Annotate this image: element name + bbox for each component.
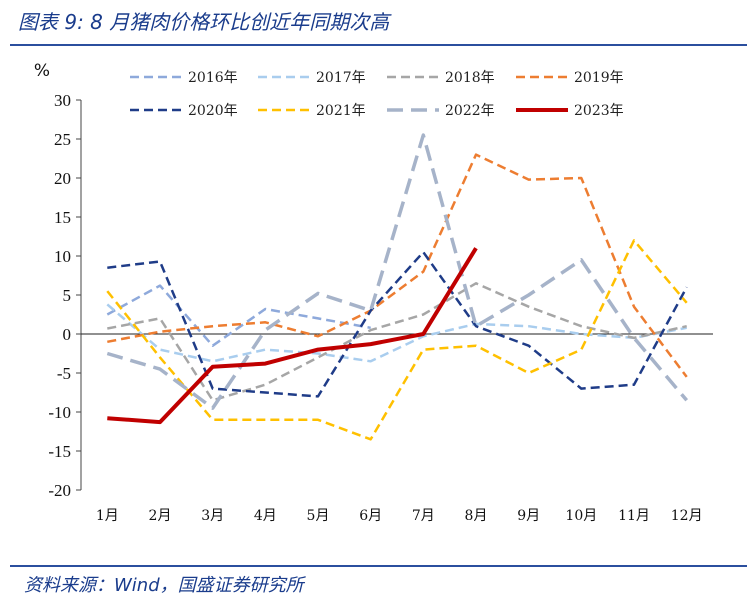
figure-title: 图表 9: 8 月猪肉价格环比创近年同期次高 [18, 10, 390, 34]
series-line-2 [107, 282, 687, 402]
source-note: 资料来源：Wind，国盛证券研究所 [24, 575, 304, 596]
x-tick-label: 3月 [201, 508, 224, 524]
y-tick-label: 20 [54, 169, 71, 188]
y-tick-label: 5 [63, 286, 72, 305]
series-line-6 [106, 133, 689, 410]
series-line-0 [106, 284, 371, 347]
y-tick-label: 30 [54, 91, 71, 110]
legend-label: 2019年 [574, 70, 624, 86]
series-line-4 [107, 250, 688, 398]
x-tick-label: 8月 [465, 508, 488, 524]
y-tick-label: -10 [48, 403, 71, 422]
y-tick-label: 15 [54, 208, 71, 227]
legend-label: 2016年 [188, 70, 238, 86]
y-tick-label: -20 [48, 481, 71, 500]
series-line-5 [106, 239, 688, 441]
x-tick-label: 4月 [254, 508, 277, 524]
legend-label: 2017年 [316, 70, 366, 86]
x-tick-label: 5月 [307, 508, 330, 524]
x-tick-label: 10月 [565, 508, 597, 524]
y-unit-label: % [34, 61, 50, 81]
y-tick-label: 0 [63, 325, 72, 344]
legend-label: 2020年 [188, 103, 238, 119]
y-tick-label: -5 [57, 364, 71, 383]
legend-label: 2022年 [445, 103, 495, 119]
x-tick-label: 12月 [671, 508, 703, 524]
series-line-1 [106, 303, 687, 363]
source-rule [10, 565, 747, 567]
x-tick-label: 9月 [517, 508, 540, 524]
x-tick-label: 6月 [359, 508, 382, 524]
y-tick-label: -15 [48, 442, 71, 461]
x-tick-label: 7月 [412, 508, 435, 524]
legend-label: 2021年 [316, 103, 366, 119]
x-tick-label: 1月 [96, 508, 119, 524]
y-tick-label: 10 [54, 247, 71, 266]
legend-label: 2018年 [445, 70, 495, 86]
legend-label: 2023年 [574, 103, 624, 119]
title-rule [10, 44, 747, 46]
x-tick-label: 11月 [618, 508, 650, 524]
x-tick-label: 2月 [149, 508, 172, 524]
series-line-7 [107, 247, 478, 425]
y-tick-label: 25 [54, 130, 71, 149]
